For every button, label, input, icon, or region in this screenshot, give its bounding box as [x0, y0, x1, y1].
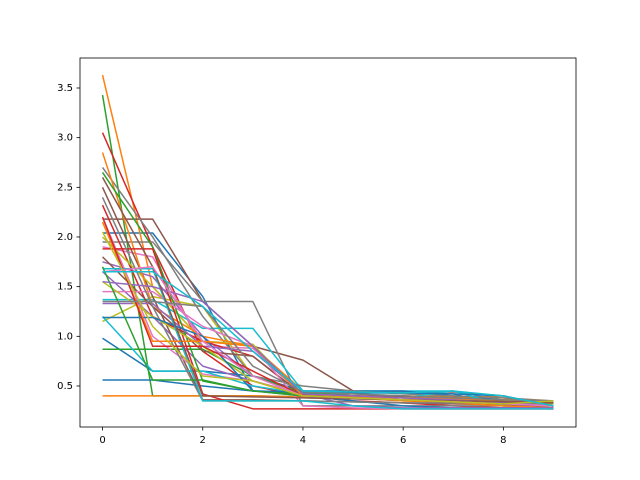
series-line	[102, 271, 554, 407]
series-line	[101, 177, 554, 404]
plot-area	[101, 74, 554, 410]
y-tick-label: 0.5	[57, 381, 73, 392]
x-tick-label: 8	[500, 435, 506, 446]
axes-frame	[79, 57, 577, 428]
x-tick-label: 0	[99, 435, 105, 446]
x-tick-label: 4	[300, 435, 306, 446]
y-tick-label: 3.5	[57, 83, 73, 94]
x-tick-label: 6	[400, 435, 406, 446]
y-tick-label: 1.5	[57, 282, 73, 293]
series-line	[102, 302, 554, 409]
y-tick-label: 2.0	[57, 232, 73, 243]
series-line	[102, 268, 554, 410]
y-tick-label: 1.0	[57, 331, 73, 342]
series-line	[101, 167, 554, 402]
y-tick-label: 3.0	[57, 133, 73, 144]
series-line	[102, 300, 554, 402]
series-line	[101, 231, 554, 405]
series-line	[102, 241, 554, 407]
x-tick-label: 2	[200, 435, 206, 446]
y-tick-label: 2.5	[57, 182, 73, 193]
